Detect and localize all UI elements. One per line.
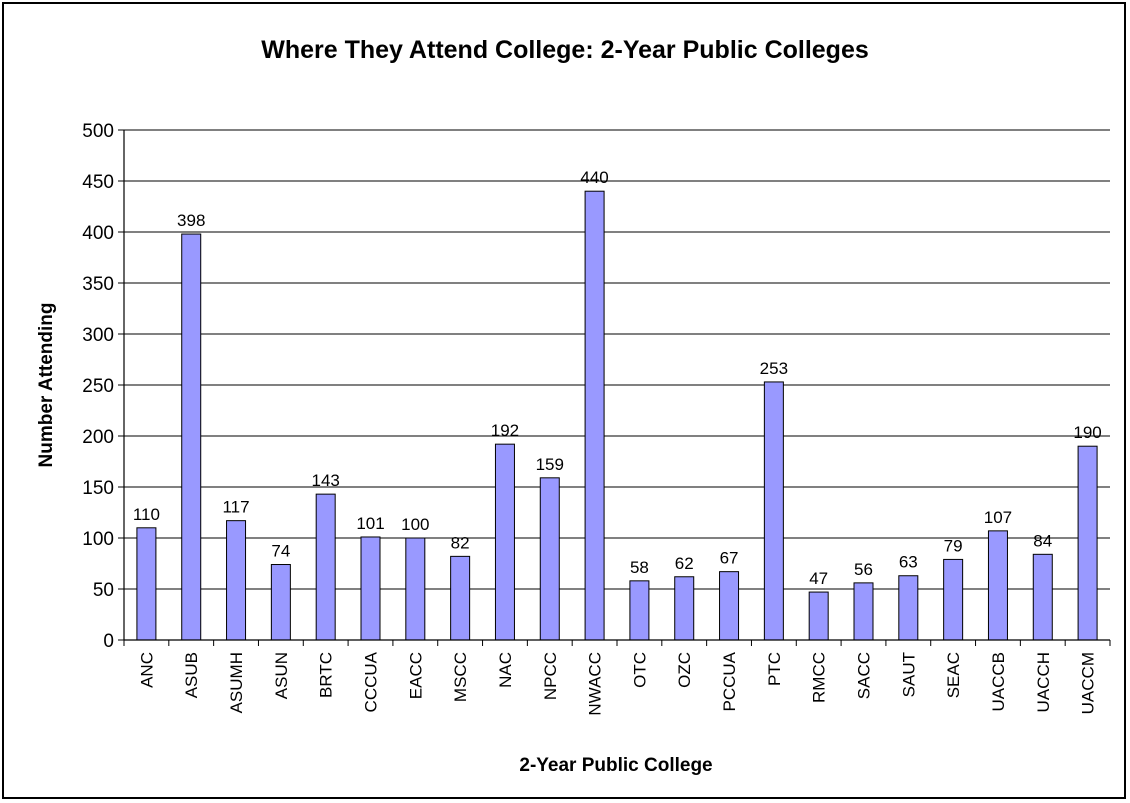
bar-brtc — [315, 493, 336, 641]
data-label: 100 — [401, 515, 429, 534]
data-label: 143 — [311, 471, 339, 490]
x-tick-label: PTC — [765, 652, 784, 686]
bar-npcc — [539, 477, 560, 641]
data-label: 79 — [944, 536, 963, 555]
data-label: 47 — [809, 569, 828, 588]
bar-nwacc — [584, 190, 605, 641]
bar-asumh — [226, 520, 247, 641]
x-tick-label: SAUT — [899, 652, 918, 697]
bar-asub — [181, 233, 202, 641]
bar-saut — [898, 575, 919, 641]
y-tick-label: 100 — [82, 529, 114, 550]
bar-seac — [943, 558, 964, 641]
y-tick-label: 50 — [93, 580, 114, 601]
data-label: 67 — [720, 549, 739, 568]
bar-rmcc — [808, 591, 829, 641]
bar-mscc — [450, 555, 471, 641]
x-tick-label: ASUMH — [227, 652, 246, 713]
bar-asun — [270, 564, 291, 641]
x-axis-title: 2-Year Public College — [519, 755, 712, 776]
x-tick-label: NWACC — [586, 652, 605, 716]
x-tick-label: UACCB — [989, 652, 1008, 712]
data-label: 58 — [630, 558, 649, 577]
data-label: 398 — [177, 211, 205, 230]
x-tick-label: EACC — [406, 652, 425, 699]
bar-otc — [629, 580, 650, 641]
data-label: 253 — [760, 359, 788, 378]
x-tick-label: UACCH — [1034, 652, 1053, 712]
data-label: 74 — [271, 542, 290, 561]
x-tick-label: SACC — [855, 652, 874, 699]
y-tick-label: 400 — [82, 223, 114, 244]
x-tick-label: RMCC — [810, 652, 829, 703]
data-label: 62 — [675, 554, 694, 573]
x-tick-label: OZC — [675, 652, 694, 688]
data-label: 192 — [491, 421, 519, 440]
data-label: 110 — [133, 505, 160, 524]
chart-title: Where They Attend College: 2-Year Public… — [261, 36, 869, 64]
bar-uaccb — [987, 530, 1008, 641]
bars — [136, 190, 1098, 641]
x-tick-label: OTC — [630, 652, 649, 688]
x-tick-label: ASUB — [182, 652, 201, 698]
x-tick-label: SEAC — [944, 652, 963, 698]
x-tick-label: MSCC — [451, 652, 470, 702]
y-tick-label: 500 — [82, 121, 114, 142]
data-label: 107 — [984, 508, 1012, 527]
y-tick-label: 350 — [82, 274, 114, 295]
bar-ozc — [674, 576, 695, 641]
x-tick-labels: ANC ASUB ASUMH ASUN BRTC CCCUA EACC MSCC NAC NPCC… — [137, 651, 1097, 715]
data-label: 117 — [222, 498, 249, 517]
bar-anc — [136, 527, 157, 641]
bar-nac — [494, 443, 515, 641]
bar-ptc — [763, 381, 784, 641]
data-label: 101 — [356, 514, 384, 533]
bar-sacc — [853, 582, 874, 641]
data-label: 82 — [451, 533, 470, 552]
y-tick-label: 150 — [82, 478, 114, 499]
data-label: 440 — [580, 168, 608, 187]
x-tick-label: ANC — [137, 652, 156, 688]
bar-uaccm — [1077, 445, 1098, 641]
x-tick-label: UACCM — [1079, 652, 1098, 714]
bar-cccua — [360, 536, 381, 641]
data-labels: 110 398 117 74 143 101 100 82 192 159 440 58 62 67 253… — [133, 168, 1102, 588]
data-label: 63 — [899, 553, 918, 572]
y-tick-label: 450 — [82, 172, 114, 193]
x-tick-label: PCCUA — [720, 651, 739, 711]
axes — [123, 130, 1111, 646]
data-label: 84 — [1033, 531, 1052, 550]
data-label: 159 — [536, 455, 564, 474]
x-tick-label: BRTC — [317, 652, 336, 698]
data-label: 56 — [854, 560, 873, 579]
y-axis-title: Number Attending — [36, 302, 57, 467]
bar-eacc — [405, 537, 426, 641]
y-tick-label: 200 — [82, 427, 114, 448]
bar-pccua — [719, 571, 740, 641]
x-tick-label: NAC — [496, 652, 515, 688]
y-tick-label: 300 — [82, 325, 114, 346]
data-label: 190 — [1073, 423, 1101, 442]
x-tick-label: NPCC — [541, 652, 560, 700]
x-tick-label: ASUN — [272, 652, 291, 699]
x-tick-label: CCCUA — [362, 651, 381, 712]
y-tick-labels: 0 50 100 150 200 250 300 350 400 450 500 — [82, 121, 114, 652]
y-tick-label: 0 — [103, 631, 114, 652]
y-tick-label: 250 — [82, 376, 114, 397]
bar-uacch — [1032, 553, 1053, 641]
